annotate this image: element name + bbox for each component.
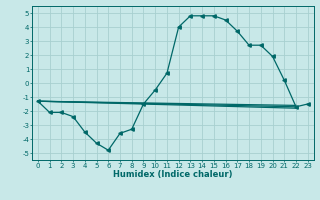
X-axis label: Humidex (Indice chaleur): Humidex (Indice chaleur) xyxy=(113,170,233,179)
